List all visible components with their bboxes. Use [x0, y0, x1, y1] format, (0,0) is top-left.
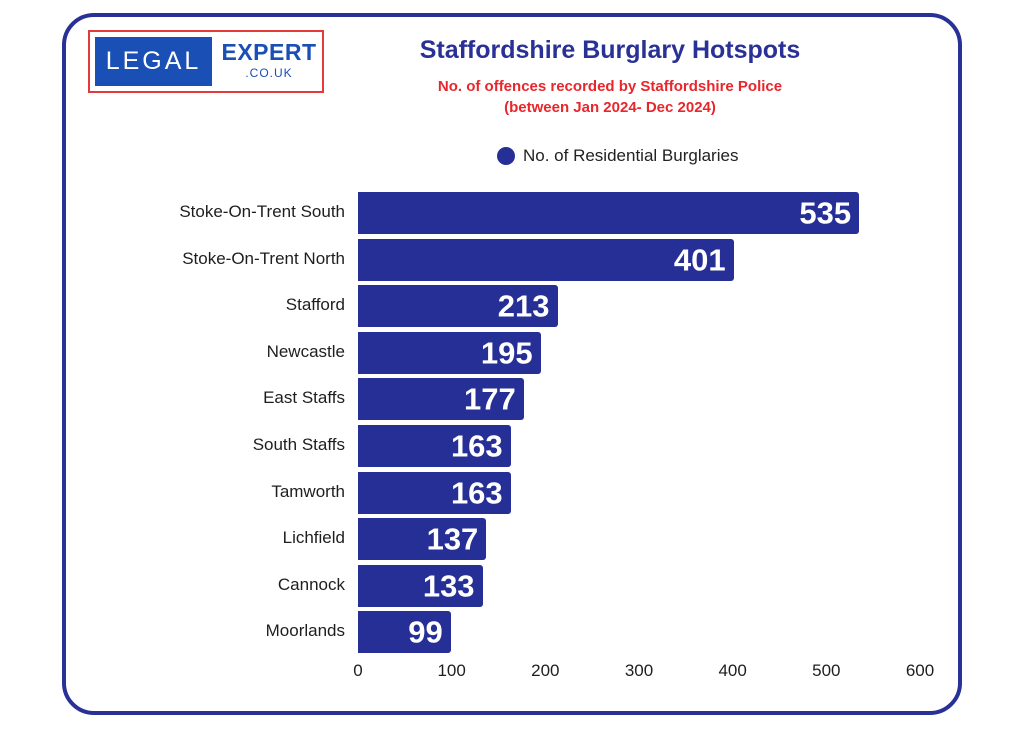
category-label: Newcastle — [266, 341, 345, 361]
x-axis-tick: 500 — [812, 661, 841, 680]
category-label: Cannock — [277, 574, 345, 594]
bar: 213 — [358, 285, 558, 328]
chart-subtitle: No. of offences recorded by Staffordshir… — [370, 76, 850, 118]
logo-left-block: LEGAL — [95, 37, 212, 86]
category-label: Tamworth — [271, 481, 345, 501]
bar-value-label: 133 — [422, 568, 475, 604]
x-axis-tick: 100 — [437, 661, 466, 680]
category-label: East Staffs — [263, 388, 345, 408]
bar: 133 — [358, 564, 483, 607]
bar-value-label: 177 — [464, 382, 516, 418]
logo-right-block: EXPERT .CO.UK — [218, 38, 320, 88]
x-axis-tick: 0 — [353, 661, 363, 680]
category-label: Stoke-On-Trent South — [179, 202, 345, 221]
bar: 137 — [358, 518, 487, 561]
bar-value-label: 163 — [450, 428, 503, 464]
bar-value-label: 195 — [480, 335, 533, 371]
x-axis-tick: 600 — [905, 661, 935, 680]
bar: 163 — [358, 471, 511, 514]
logo-domain-text: .CO.UK — [245, 66, 293, 80]
x-axis-tick: 200 — [531, 661, 560, 680]
bar: 163 — [358, 425, 511, 467]
category-label: Lichfield — [282, 528, 345, 548]
bar-value-label: 99 — [408, 615, 443, 651]
bar-value-label: 213 — [497, 288, 550, 324]
legal-expert-logo: LEGAL EXPERT .CO.UK — [88, 30, 324, 93]
subtitle-line-2: (between Jan 2024- Dec 2024) — [504, 99, 716, 116]
category-label: Stafford — [285, 295, 345, 315]
x-axis-tick: 400 — [718, 661, 747, 680]
x-axis-tick: 300 — [624, 661, 654, 680]
bar-value-label: 401 — [673, 242, 726, 278]
chart-title: Staffordshire Burglary Hotspots — [419, 36, 801, 64]
category-label: South Staffs — [252, 435, 345, 454]
chart-frame — [62, 13, 962, 715]
bar-value-label: 535 — [799, 195, 852, 231]
bar-value-label: 137 — [426, 521, 479, 557]
chart-legend: No. of Residential Burglaries — [497, 146, 738, 166]
legend-dot-icon — [497, 147, 515, 165]
category-label: Stoke-On-Trent North — [182, 248, 345, 268]
bar: 535 — [358, 192, 860, 234]
logo-expert-text: EXPERT — [221, 39, 317, 65]
bar: 99 — [358, 611, 451, 654]
bar: 195 — [358, 331, 541, 374]
bar: 177 — [358, 378, 524, 421]
category-label: Moorlands — [265, 621, 345, 641]
legend-label: No. of Residential Burglaries — [523, 146, 739, 165]
bar-value-label: 163 — [450, 475, 503, 511]
bar: 401 — [358, 238, 734, 281]
subtitle-line-1: No. of offences recorded by Staffordshir… — [437, 78, 783, 95]
